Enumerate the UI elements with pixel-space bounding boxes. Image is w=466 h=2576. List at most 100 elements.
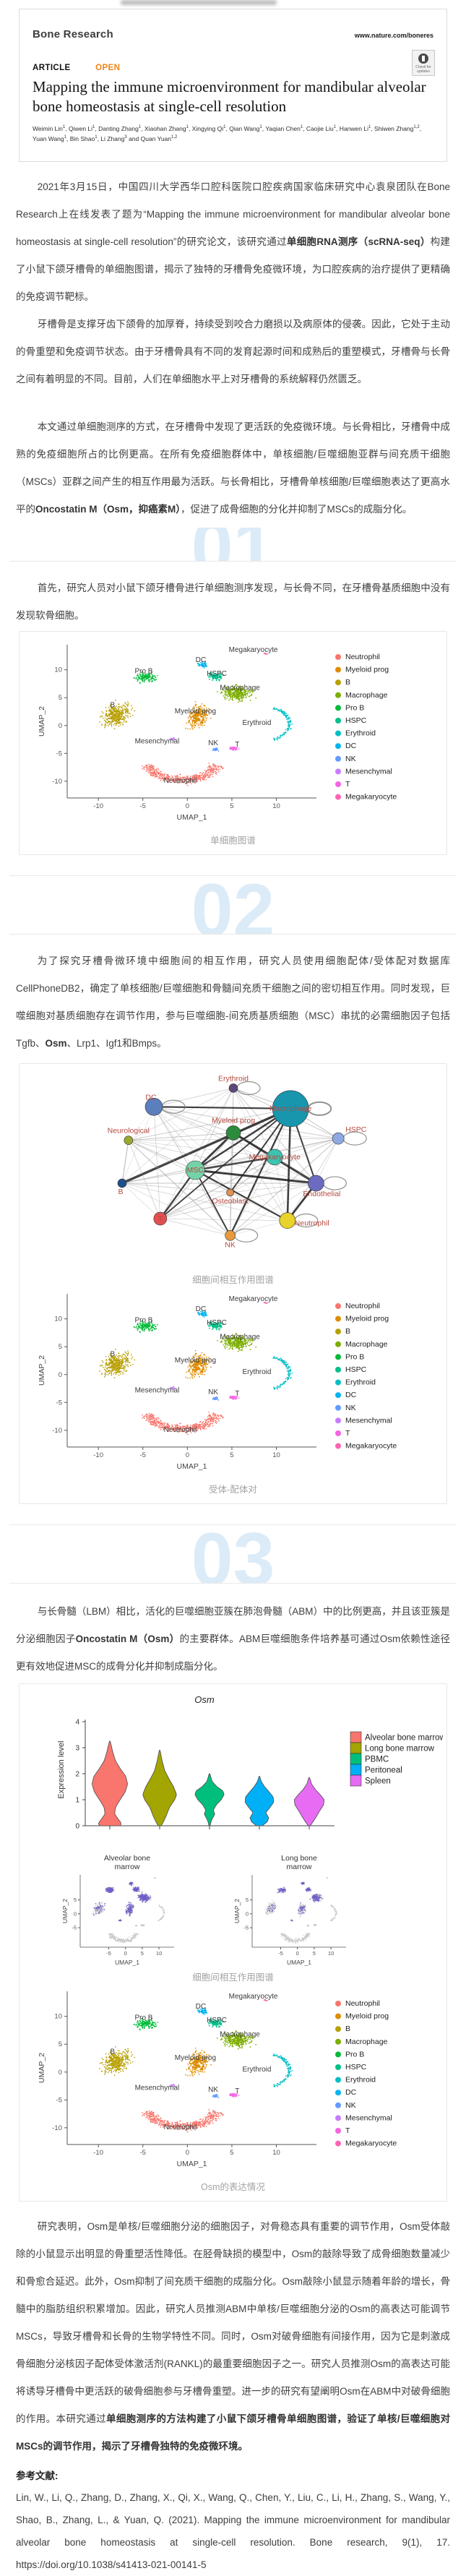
cluster-label-Myeloid prog: Myeloid prog xyxy=(174,2054,215,2062)
figure-2-caption-umap: 受体-配体对 xyxy=(20,1482,446,1498)
svg-text:0: 0 xyxy=(185,802,189,810)
network-label-MSC: MSC xyxy=(186,1166,204,1175)
cluster-label-HSPC: HSPC xyxy=(207,670,227,678)
cluster-label-Macrophage: Macrophage xyxy=(220,1333,260,1341)
cluster-label-Macrophage: Macrophage xyxy=(220,2030,260,2038)
cluster-label-Erythroid: Erythroid xyxy=(242,719,271,727)
svg-text:Erythroid: Erythroid xyxy=(345,729,376,738)
svg-text:-10: -10 xyxy=(93,802,103,810)
network-label-HSPC: HSPC xyxy=(345,1125,367,1134)
section-number-2: 02 xyxy=(9,875,457,935)
svg-text:0: 0 xyxy=(185,1451,189,1459)
figure-1-caption: 单细胞图谱 xyxy=(20,833,446,849)
svg-text:Macrophage: Macrophage xyxy=(345,691,388,700)
cluster-points-Erythroid xyxy=(272,707,293,741)
cluster-label-DC: DC xyxy=(195,1305,205,1313)
figure-2-caption-network: 细胞间相互作用图谱 xyxy=(20,1272,446,1288)
network-label-NK: NK xyxy=(225,1240,236,1249)
cluster-label-NK: NK xyxy=(208,739,218,747)
svg-text:T: T xyxy=(345,1429,350,1438)
svg-text:5: 5 xyxy=(230,1451,233,1459)
svg-text:Expression level: Expression level xyxy=(57,1741,66,1799)
network-label-Neutrophil: Neutrophil xyxy=(294,1219,329,1228)
network-node-NK xyxy=(225,1230,235,1240)
svg-text:-5: -5 xyxy=(56,750,61,757)
cluster-label-Pro B: Pro B xyxy=(134,667,152,675)
cluster-label-Pro B: Pro B xyxy=(134,2014,152,2022)
crossmark-icon xyxy=(418,53,428,64)
cluster-label-NK: NK xyxy=(208,2086,218,2094)
svg-text:DC: DC xyxy=(345,742,357,750)
network-node-Neurological xyxy=(124,1136,132,1145)
network-label-Osteoblast: Osteoblast xyxy=(212,1197,248,1206)
feature-expressing-points-2 xyxy=(267,1882,322,1922)
check-updates-badge[interactable]: Check for updates xyxy=(412,50,435,76)
journal-row: Bone Research www.nature.com/boneres xyxy=(33,28,433,40)
svg-text:Neutrophil: Neutrophil xyxy=(345,1302,380,1310)
paragraph-intro: 2021年3月15日，中国四川大学西华口腔科医院口腔疾病国家临床研究中心袁泉团队… xyxy=(16,173,450,311)
network-node-B xyxy=(118,1179,126,1188)
section-number-1: 01 xyxy=(9,528,457,562)
references-heading: 参考文献: xyxy=(16,2469,450,2483)
network-label-Erythroid: Erythroid xyxy=(217,1074,248,1083)
cluster-points-NK xyxy=(212,747,218,752)
cluster-label-Megakaryocyte: Megakaryocyte xyxy=(228,1295,277,1303)
svg-text:UMAP_2: UMAP_2 xyxy=(38,706,46,737)
network-label-Myeloid prog: Myeloid prog xyxy=(211,1116,254,1125)
svg-text:Mesenchymal: Mesenchymal xyxy=(345,1416,392,1425)
paragraph-background: 牙槽骨是支撑牙齿下颌骨的加厚脊，持续受到咬合力磨损以及病原体的侵袭。因此，它处于… xyxy=(16,311,450,393)
violin-long-bone-marrow xyxy=(142,1751,176,1826)
network-label-Macrophage: Macrophage xyxy=(269,1104,312,1113)
cluster-points-Erythroid xyxy=(272,1356,293,1390)
svg-text:-10: -10 xyxy=(52,1427,62,1435)
cluster-label-T: T xyxy=(235,1390,239,1398)
svg-text:-5: -5 xyxy=(72,1925,77,1931)
cluster-label-Mesenchymal: Mesenchymal xyxy=(134,737,179,745)
svg-text:0: 0 xyxy=(124,1950,126,1957)
svg-text:UMAP_1: UMAP_1 xyxy=(176,1462,207,1471)
svg-text:NK: NK xyxy=(345,1404,356,1412)
svg-text:DC: DC xyxy=(345,1391,357,1399)
network-label-B: B xyxy=(118,1188,123,1196)
figure-3-caption-end: Osm的表达情况 xyxy=(20,2179,446,2195)
cluster-label-Pro B: Pro B xyxy=(134,1316,152,1324)
self-loop-Erythroid xyxy=(237,1081,260,1094)
svg-text:T: T xyxy=(345,780,350,789)
cluster-label-Erythroid: Erythroid xyxy=(242,1368,271,1376)
svg-text:5: 5 xyxy=(140,1950,143,1957)
svg-text:Peritoneal: Peritoneal xyxy=(365,1766,402,1775)
section-number-3: 03 xyxy=(9,1524,457,1584)
section-separator-1: 01 xyxy=(9,528,457,562)
svg-text:B: B xyxy=(345,1327,350,1336)
svg-text:-5: -5 xyxy=(56,1399,61,1407)
journal-header-card: Bone Research www.nature.com/boneres Che… xyxy=(19,9,447,162)
svg-text:PBMC: PBMC xyxy=(365,1756,389,1764)
blurred-previous-content xyxy=(121,0,277,5)
svg-text:Spleen: Spleen xyxy=(365,1777,391,1786)
violin-peritoneal xyxy=(245,1777,273,1826)
article-type-label: ARTICLE xyxy=(33,64,71,72)
section-separator-2: 02 xyxy=(9,875,457,935)
paper-title: Mapping the immune microenvironment for … xyxy=(33,77,431,116)
cluster-label-B: B xyxy=(110,1350,115,1358)
svg-text:10: 10 xyxy=(54,1315,62,1323)
svg-text:5: 5 xyxy=(58,1343,61,1351)
svg-text:10: 10 xyxy=(272,1451,280,1459)
network-node-Neutrophil xyxy=(279,1213,295,1229)
svg-text:-5: -5 xyxy=(139,1451,145,1459)
svg-text:Macrophage: Macrophage xyxy=(345,1340,388,1349)
cluster-points-B xyxy=(99,700,135,729)
cluster-label-Mesenchymal: Mesenchymal xyxy=(134,2084,179,2092)
cluster-label-Megakaryocyte: Megakaryocyte xyxy=(228,1993,277,2001)
svg-text:0: 0 xyxy=(75,1823,79,1831)
svg-text:marrow: marrow xyxy=(114,1863,139,1871)
network-node-Myeloid prog xyxy=(226,1125,241,1140)
cluster-points-B xyxy=(99,1349,135,1378)
